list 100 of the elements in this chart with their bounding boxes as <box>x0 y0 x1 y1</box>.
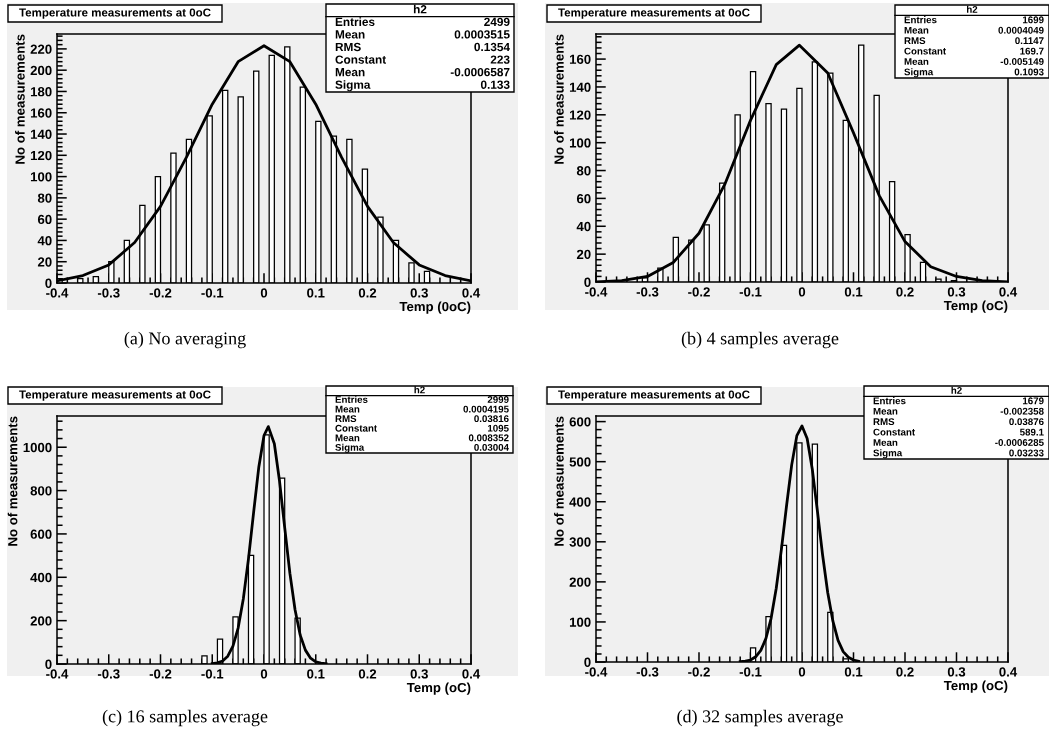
text: 589.1 <box>1019 428 1044 436</box>
y-tick-label: 80 <box>576 166 591 176</box>
y-tick-label: 20 <box>37 257 52 267</box>
annotation: Sigma <box>904 68 934 78</box>
x-axis-title: Temp (oC) <box>943 680 1008 693</box>
y-tick-label: 100 <box>569 617 591 627</box>
annotation: Sigma <box>335 443 365 453</box>
text: Mean <box>904 26 929 34</box>
text: 0.1093 <box>1014 68 1044 76</box>
x-tick-label: -0.1 <box>739 667 762 677</box>
text: Entries <box>335 17 375 27</box>
y-tick-label: 0 <box>45 659 52 669</box>
annotation: Mean <box>335 68 365 77</box>
x-tick-label: 0.2 <box>896 287 914 297</box>
x-tick-label: 0 <box>798 287 806 297</box>
chart-title: Temperature measurements at 0oC <box>558 8 750 19</box>
text: 0.1147 <box>1015 37 1044 45</box>
annotation: Mean <box>335 434 360 442</box>
annotation: RMS <box>904 37 926 45</box>
y-tick-label: 200 <box>30 616 52 626</box>
text: 1679 <box>1022 397 1044 405</box>
y-tick-label: 160 <box>569 54 591 64</box>
y-tick-label: 80 <box>37 193 52 203</box>
text: (b) 4 samples average <box>681 331 839 349</box>
y-tick-label: 140 <box>569 82 591 92</box>
y-axis-title: No of measurements <box>7 416 18 546</box>
y-tick-label: 60 <box>576 193 591 204</box>
annotation: Mean <box>335 30 365 39</box>
text: 2999 <box>487 396 509 403</box>
y-tick-label: 200 <box>569 577 591 587</box>
x-tick-label: 0.1 <box>844 667 863 677</box>
annotation: RMS <box>335 42 361 52</box>
x-tick-label: 0.1 <box>307 669 325 679</box>
annotation: 0.0003515 <box>454 30 510 39</box>
y-tick-label: 0 <box>584 657 591 667</box>
y-tick-label: 300 <box>569 537 591 547</box>
chart-title: Temperature measurements at 0oC <box>19 390 211 401</box>
y-tick-label: 40 <box>37 236 52 246</box>
y-tick-label: 0 <box>45 278 52 288</box>
annotation: -0.0006587 <box>450 67 510 77</box>
text: Entries <box>904 16 937 24</box>
x-tick-label: -0.2 <box>688 667 710 677</box>
y-tick-label: 600 <box>30 529 52 539</box>
y-tick-label: 120 <box>30 150 52 161</box>
x-tick-label: 0.3 <box>410 669 428 679</box>
y-tick-label: 400 <box>569 497 591 507</box>
y-tick-label: 800 <box>30 486 52 496</box>
text: 0.03004 <box>474 443 509 451</box>
x-tick-label: 0.2 <box>358 288 377 298</box>
x-tick-label: 0 <box>260 669 268 679</box>
x-tick-label: -0.4 <box>585 667 608 677</box>
annotation: Constant <box>873 428 916 436</box>
x-tick-label: -0.2 <box>688 287 710 297</box>
text: 0.133 <box>480 80 510 89</box>
chart-title: Temperature measurements at 0oC <box>558 390 750 401</box>
text: (c) 16 samples average <box>102 709 268 727</box>
y-axis-title: No of measurements <box>15 34 25 164</box>
y-tick-label: 160 <box>30 108 52 118</box>
y-tick-label: 100 <box>30 172 52 182</box>
annotation: Sigma <box>873 449 903 459</box>
annotation: Constant <box>335 55 387 64</box>
annotation: -0.0006285 <box>995 439 1044 446</box>
annotation: Mean <box>873 439 898 446</box>
x-tick-label: -0.2 <box>149 669 172 679</box>
y-tick-label: 1000 <box>23 442 52 453</box>
text: -0.002358 <box>1000 407 1044 415</box>
text: 1095 <box>487 424 509 432</box>
text: Mean <box>873 407 898 415</box>
x-tick-label: 0.4 <box>462 288 481 298</box>
x-tick-label: 0.2 <box>896 667 914 677</box>
y-axis-title: No of measurements <box>554 416 564 546</box>
y-tick-label: 600 <box>569 417 591 427</box>
text: 0.03816 <box>474 415 509 423</box>
x-axis-title: Temp (0oC) <box>399 301 471 314</box>
y-tick-label: 120 <box>569 110 591 120</box>
annotation: Mean <box>904 58 929 65</box>
x-tick-label: 0.1 <box>844 287 863 297</box>
text: h2 <box>967 5 978 13</box>
x-tick-label: 0.3 <box>410 288 428 298</box>
x-tick-label: 0.2 <box>358 669 377 679</box>
x-tick-label: 0.4 <box>462 669 481 679</box>
text: 169.7 <box>1020 47 1044 55</box>
text: h2 <box>413 4 427 14</box>
y-axis-title: No of measurements <box>554 34 564 164</box>
x-tick-label: -0.2 <box>149 288 172 298</box>
y-tick-label: 100 <box>569 138 591 148</box>
text: h2 <box>951 386 962 394</box>
y-tick-label: 140 <box>30 129 52 139</box>
x-tick-label: -0.3 <box>636 667 659 677</box>
x-tick-label: -0.4 <box>46 288 69 298</box>
annotation: 0.008352 <box>468 434 509 442</box>
x-tick-label: -0.1 <box>201 288 224 298</box>
y-tick-label: 180 <box>30 87 52 97</box>
annotation: -0.005149 <box>1000 58 1044 65</box>
text: 0.03876 <box>1009 418 1044 426</box>
y-tick-label: 20 <box>576 249 591 260</box>
x-tick-label: 0.4 <box>999 667 1018 677</box>
x-tick-label: -0.4 <box>585 287 608 297</box>
x-tick-label: -0.1 <box>201 669 224 679</box>
x-tick-label: -0.3 <box>97 288 120 298</box>
